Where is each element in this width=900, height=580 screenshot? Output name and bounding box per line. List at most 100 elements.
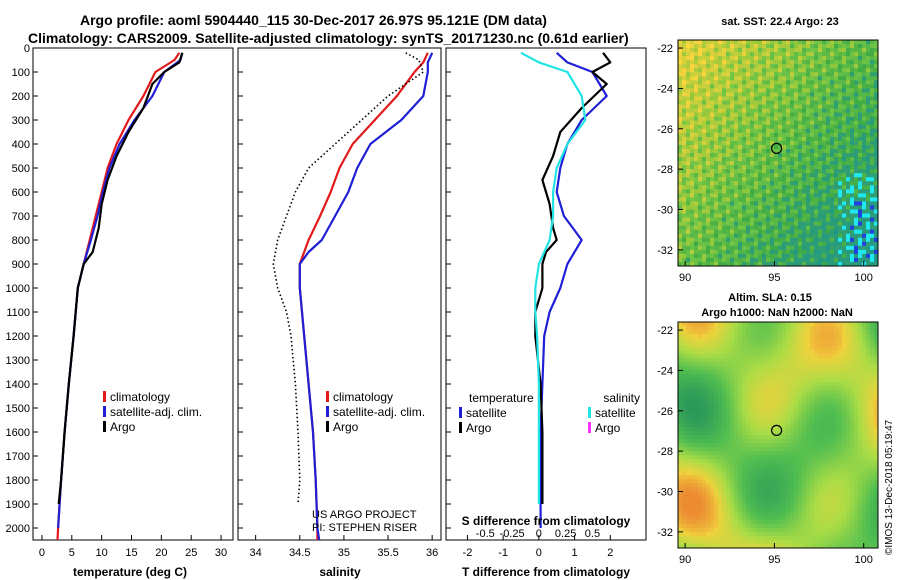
map-cell [846,161,851,166]
map-cell [750,189,755,194]
map-cell [866,148,871,154]
map-cell [770,394,775,400]
map-cell [754,443,759,448]
map-cell [778,225,783,231]
map-cell [690,394,695,400]
map-cell [814,435,819,440]
map-cell [826,463,831,468]
map-cell [698,334,703,339]
map-cell [742,386,747,392]
map-cell [746,358,751,363]
map-cell [734,435,739,440]
map-cell [690,132,695,138]
map-cell [842,249,847,255]
map-cell [690,366,695,371]
map-cell [698,88,703,93]
map-cell [714,467,719,472]
map-cell [806,237,811,243]
map-cell [726,221,731,227]
map-cell [742,177,747,182]
map-cell [750,479,755,484]
map-cell [834,430,839,436]
map-cell [786,406,791,412]
map-cell [854,426,859,432]
credit-pi: PI: STEPHEN RISER [312,522,417,534]
map-cell [750,213,755,218]
map-cell [734,92,739,97]
map-cell [866,350,871,355]
map-cell [814,459,819,464]
map-cell [834,72,839,77]
map-cell [682,330,687,335]
map-cell [866,358,871,363]
map-cell [694,366,699,371]
map-cell [750,153,755,158]
map-cell [866,68,871,73]
map-cell [814,430,819,436]
map-cell [866,108,871,114]
map-cell [790,257,795,263]
map-cell [698,459,703,464]
map-cell [726,382,731,387]
map-cell [786,402,791,408]
map-cell [786,116,791,122]
map-cell [690,100,695,105]
map-cell [806,116,811,122]
map-cell [742,153,747,158]
map-cell [786,128,791,134]
depth-tick-label: 0 [24,43,30,55]
map-cell [810,358,815,363]
map-cell [790,330,795,335]
map-cell [682,92,687,97]
map-cell [834,326,839,331]
map-cell [738,471,743,476]
map-cell [754,108,759,114]
map-cell [818,60,823,65]
map-cell [734,205,739,210]
map-cell [806,148,811,154]
map-cell [706,140,711,146]
map-cell [810,378,815,383]
map-cell [682,153,687,158]
map-cell [726,463,731,468]
map-cell [690,257,695,263]
map-cell [690,213,695,218]
map-cell [790,475,795,480]
map-cell [802,124,807,130]
map-cell [814,394,819,400]
map-cell [738,76,743,81]
map-cell [722,76,727,81]
map-cell [850,144,855,150]
map-cell [762,322,767,327]
map-cell [830,390,835,396]
map-cell [798,418,803,424]
map-cell [866,394,871,400]
map-cell [798,233,803,239]
map-cell [706,60,711,65]
map-cell [710,418,715,424]
map-cell [702,241,707,247]
map-cell [810,153,815,158]
map-y-tick-label: -22 [657,43,673,55]
map-cell [858,80,863,85]
map-cell [866,406,871,412]
map-cell [734,479,739,484]
map-cell [790,144,795,150]
map-cell [874,394,879,400]
map-cell [770,181,775,186]
map-cell [798,322,803,327]
map-cell [810,80,815,85]
map-cell [870,257,875,263]
map-cell [690,447,695,452]
map-cell [682,161,687,166]
map-cell [782,426,787,432]
map-cell [734,88,739,93]
map-cell [730,414,735,420]
map-cell [774,157,779,162]
map-cell [810,370,815,375]
map-cell [866,334,871,339]
map-cell [718,185,723,190]
map-cell [722,60,727,65]
map-cell [718,422,723,428]
map-cell [778,96,783,101]
